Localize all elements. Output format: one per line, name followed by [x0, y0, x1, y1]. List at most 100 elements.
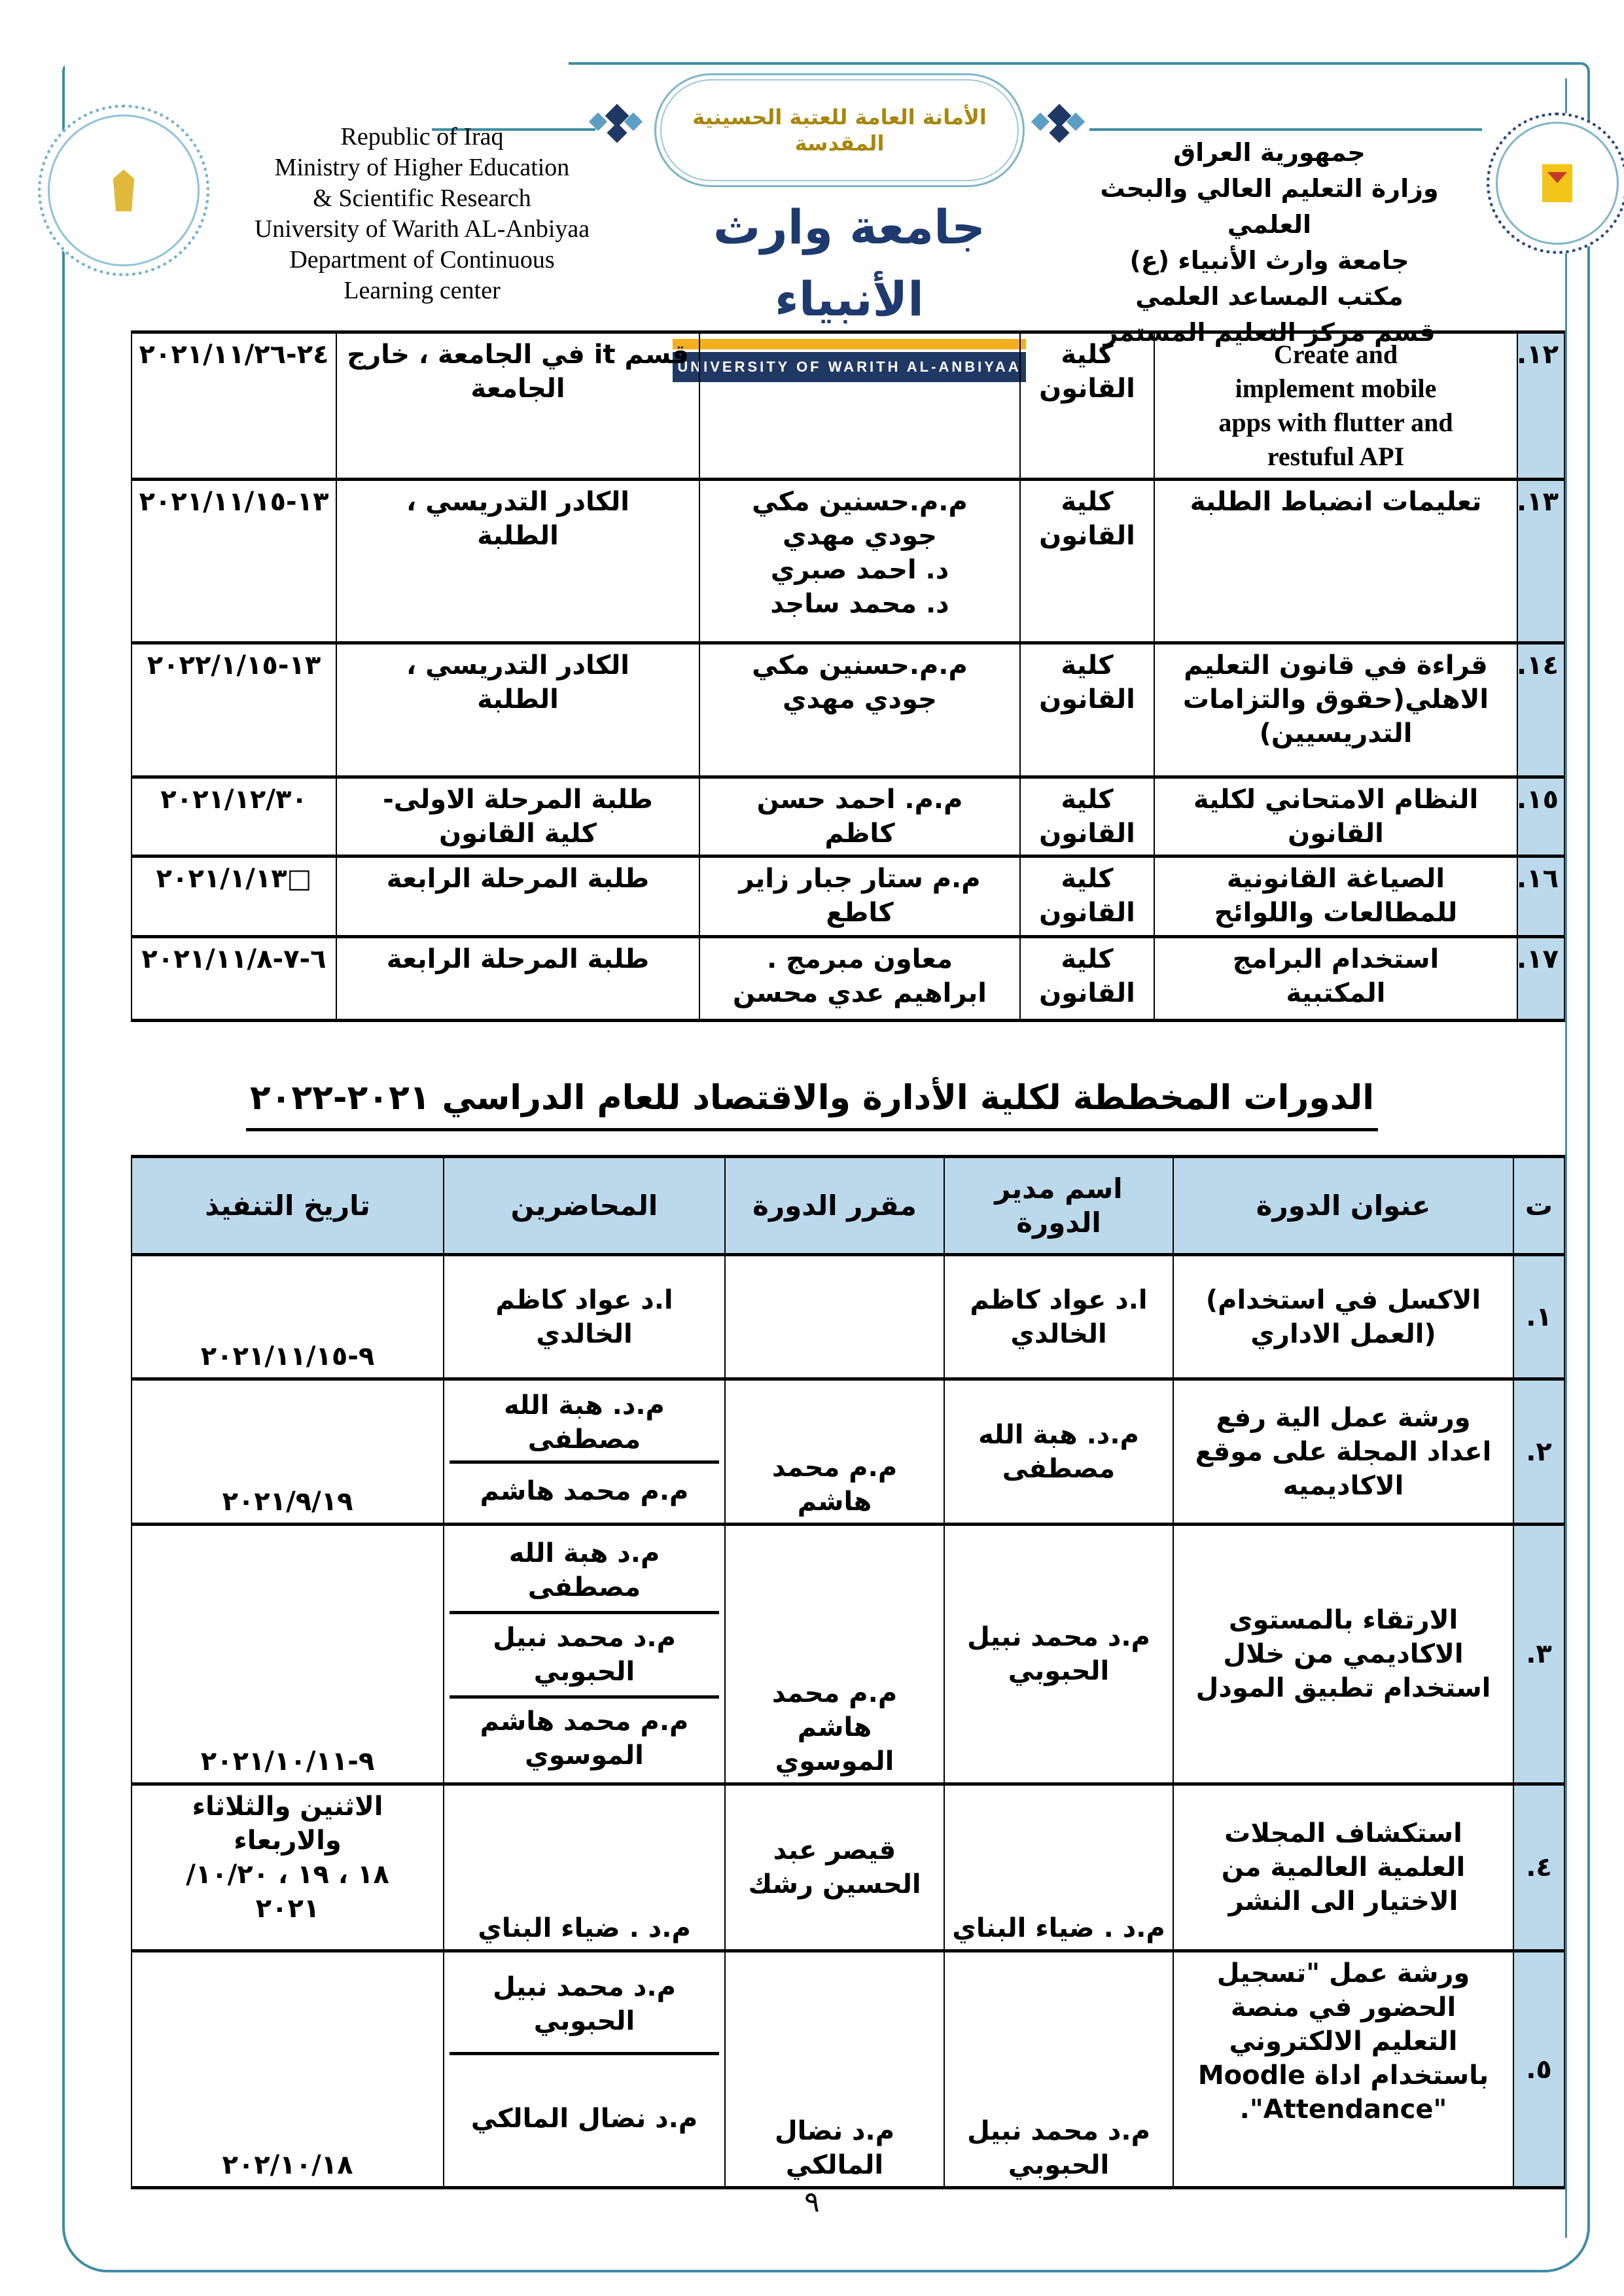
header-line: Republic of Iraq	[340, 123, 504, 150]
cell-lecturer	[699, 330, 1021, 481]
cell-row-number: ٣.	[1513, 1523, 1565, 1786]
header-divider-line-left	[432, 128, 595, 131]
header-line: University of Warith AL-Anbiyaa	[254, 215, 590, 243]
frame-top-gap	[65, 58, 569, 68]
university-seal-icon	[38, 105, 209, 276]
table-row: ١٦. الصياغة القانونية للمطالعات واللوائح…	[131, 855, 1565, 938]
cell-director: م.د محمد نبيل الحبوبي	[944, 1949, 1174, 2189]
cell-course-title: Create and implement mobile apps with fl…	[1154, 330, 1518, 481]
cell-date: ٢٠٢/١٠/١٨	[131, 1949, 444, 2189]
header-line: Ministry of Higher Education	[274, 154, 570, 181]
cell-date: ٢٠٢١/١١/٨-٧-٦	[131, 935, 337, 1022]
header-arabic-block: جمهورية العراق وزارة التعليم العالي والب…	[1073, 135, 1466, 351]
seal-emblem-icon	[1542, 164, 1572, 202]
cell-lecturers: م.د هبة الله مصطفى م.د محمد نبيل الحبوبي…	[443, 1523, 726, 1786]
cell-coordinator: م.م محمد هاشم	[724, 1377, 945, 1526]
cell-row-number: ١٢.	[1517, 330, 1565, 481]
cell-date: الاثنين والثلاثاء والاربعاء /١٠/٢٠ ، ١٩ …	[131, 1782, 444, 1952]
cell-row-number: ١٣.	[1517, 478, 1565, 645]
cell-row-number: ١٧.	[1517, 935, 1565, 1022]
cell-coordinator: م.د نضال المالكي	[724, 1949, 945, 2189]
header-course-title: عنوان الدورة	[1173, 1155, 1514, 1256]
header-line: & Scientific Research	[313, 185, 531, 212]
cell-lecturer: م.م ستار جبار زاير كاطع	[699, 855, 1021, 938]
cell-row-number: ١٤.	[1517, 641, 1565, 779]
page-border-frame	[62, 62, 1590, 2272]
cell-audience: طلبة المرحلة الرابعة	[336, 855, 700, 938]
cell-date: ٢٠٢١/٩/١٩	[131, 1377, 444, 1526]
cell-director: ا.د عواد كاظم الخالدي	[944, 1253, 1174, 1381]
lecturer-subcell: م.د. هبة الله مصطفى	[450, 1385, 719, 1464]
cell-audience: طلبة المرحلة الرابعة	[336, 935, 700, 1022]
cell-lecturer: م.م.حسنين مكي جودي مهدي د. احمد صبري د. …	[699, 478, 1021, 645]
cell-row-number: ١.	[1513, 1253, 1565, 1381]
page-border-inner-line	[1565, 79, 1567, 2238]
cell-lecturer: م.م. احمد حسن كاظم	[699, 775, 1021, 858]
table-row: ٥. ورشة عمل "تسجيل الحضور في منصة التعلي…	[131, 1949, 1565, 2189]
header-coordinator: مقرر الدورة	[724, 1155, 945, 1256]
cell-college: كلية القانون	[1019, 641, 1155, 779]
cell-audience: قسم it في الجامعة ، خارج الجامعة	[336, 330, 700, 481]
table-row: ٣. الارتقاء بالمستوى الاكاديمي من خلال ا…	[131, 1523, 1565, 1786]
cell-course-title: قراءة في قانون التعليم الاهلي(حقوق والتز…	[1154, 641, 1518, 779]
cell-director: م.د محمد نبيل الحبوبي	[944, 1523, 1174, 1786]
courses-table-law: ١٢. Create and implement mobile apps wit…	[131, 330, 1565, 1022]
cell-audience: الكادر التدريسي ، الطلبة	[336, 478, 700, 645]
cell-lecturers: م.د . ضياء البناي	[443, 1782, 726, 1952]
table-row: ١. الاكسل في استخدام) (العمل الاداري ا.د…	[131, 1253, 1565, 1381]
header-english-block: Republic of Iraq Ministry of Higher Educ…	[209, 122, 635, 306]
cell-college: كلية القانون	[1019, 330, 1155, 481]
courses-table-admin-econ: ت عنوان الدورة اسم مدير الدورة مقرر الدو…	[131, 1155, 1565, 2189]
cell-college: كلية القانون	[1019, 935, 1155, 1022]
cell-lecturer: م.م.حسنين مكي جودي مهدي	[699, 641, 1021, 779]
table-row: ١٤. قراءة في قانون التعليم الاهلي(حقوق و…	[131, 641, 1565, 779]
ornament-knot-icon	[1031, 103, 1086, 143]
cell-row-number: ٥.	[1513, 1949, 1565, 2189]
cell-course-title: الاكسل في استخدام) (العمل الاداري	[1173, 1253, 1514, 1381]
cell-director: م.د. هبة الله مصطفى	[944, 1377, 1174, 1526]
header-divider-line-right	[1089, 128, 1482, 131]
table-row: ١٢. Create and implement mobile apps wit…	[131, 330, 1565, 481]
banner-calligraphy: الأمانة العامة للعتبة الحسينية المقدسة	[692, 105, 987, 156]
lecturer-subcell: م.د محمد نبيل الحبوبي	[450, 1614, 719, 1699]
table-header-row: ت عنوان الدورة اسم مدير الدورة مقرر الدو…	[131, 1155, 1565, 1256]
cell-date: ٢٠٢١/١٢/٣٠	[131, 775, 337, 858]
cell-course-title: الارتقاء بالمستوى الاكاديمي من خلال استخ…	[1173, 1523, 1514, 1786]
lecturer-subcell: م.د نضال المالكي	[470, 2104, 698, 2134]
header-line: جمهورية العراق	[1173, 138, 1366, 167]
table-row: ١٥. النظام الامتحاني لكلية القانون كلية …	[131, 775, 1565, 858]
cell-course-title: استخدام البرامج المكتبية	[1154, 935, 1518, 1022]
cell-row-number: ٢.	[1513, 1377, 1565, 1526]
cell-audience: الكادر التدريسي ، الطلبة	[336, 641, 700, 779]
lecturer-subcell: م.م محمد هاشم	[480, 1476, 689, 1506]
seal-emblem-icon	[113, 169, 135, 211]
shrine-banner: الأمانة العامة للعتبة الحسينية المقدسة	[654, 73, 1025, 187]
cell-row-number: ١٥.	[1517, 775, 1565, 858]
cell-date: ٢٠٢١/١١/٢٦-٢٤	[131, 330, 337, 481]
header-line: وزارة التعليم العالي والبحث العلمي	[1100, 174, 1439, 239]
cell-lecturers: م.د. هبة الله مصطفى م.م محمد هاشم	[443, 1377, 726, 1526]
page-number: ٩	[804, 2185, 820, 2219]
cell-coordinator	[724, 1253, 945, 1381]
header-line: جامعة وارث الأنبياء (ع)	[1129, 246, 1409, 275]
lecturer-subcell: م.د هبة الله مصطفى	[450, 1530, 719, 1614]
cell-date: ٢٠٢١/١٠/١١-٩	[131, 1523, 444, 1786]
cell-college: كلية القانون	[1019, 775, 1155, 858]
cell-course-title: تعليمات انضباط الطلبة	[1154, 478, 1518, 645]
cell-coordinator: قيصر عبد الحسين رشك	[724, 1782, 945, 1952]
table-row: ١٣. تعليمات انضباط الطلبة كلية القانون م…	[131, 478, 1565, 645]
section-title: الدورات المخططة لكلية الأدارة والاقتصاد …	[0, 1078, 1624, 1131]
cell-row-number: ١٦.	[1517, 855, 1565, 938]
holy-shrine-seal-icon	[1487, 113, 1624, 254]
logo-arabic-calligraphy: جامعة وارث الأنبياء	[713, 200, 986, 327]
cell-college: كلية القانون	[1019, 478, 1155, 645]
cell-audience: طلبة المرحلة الاولى- كلية القانون	[336, 775, 700, 858]
lecturer-subcell: م.د محمد نبيل الحبوبي	[450, 1956, 719, 2055]
table-row: ١٧. استخدام البرامج المكتبية كلية القانو…	[131, 935, 1565, 1022]
cell-date: ٢٠٢١/١/١٣□	[131, 855, 337, 938]
header-lecturers: المحاضرين	[443, 1155, 726, 1256]
cell-course-title: الصياغة القانونية للمطالعات واللوائح	[1154, 855, 1518, 938]
cell-college: كلية القانون	[1019, 855, 1155, 938]
lecturer-subcell: م.م محمد هاشم الموسوي	[480, 1706, 689, 1771]
cell-date: ٢٠٢١/١١/١٥-١٣	[131, 478, 337, 645]
